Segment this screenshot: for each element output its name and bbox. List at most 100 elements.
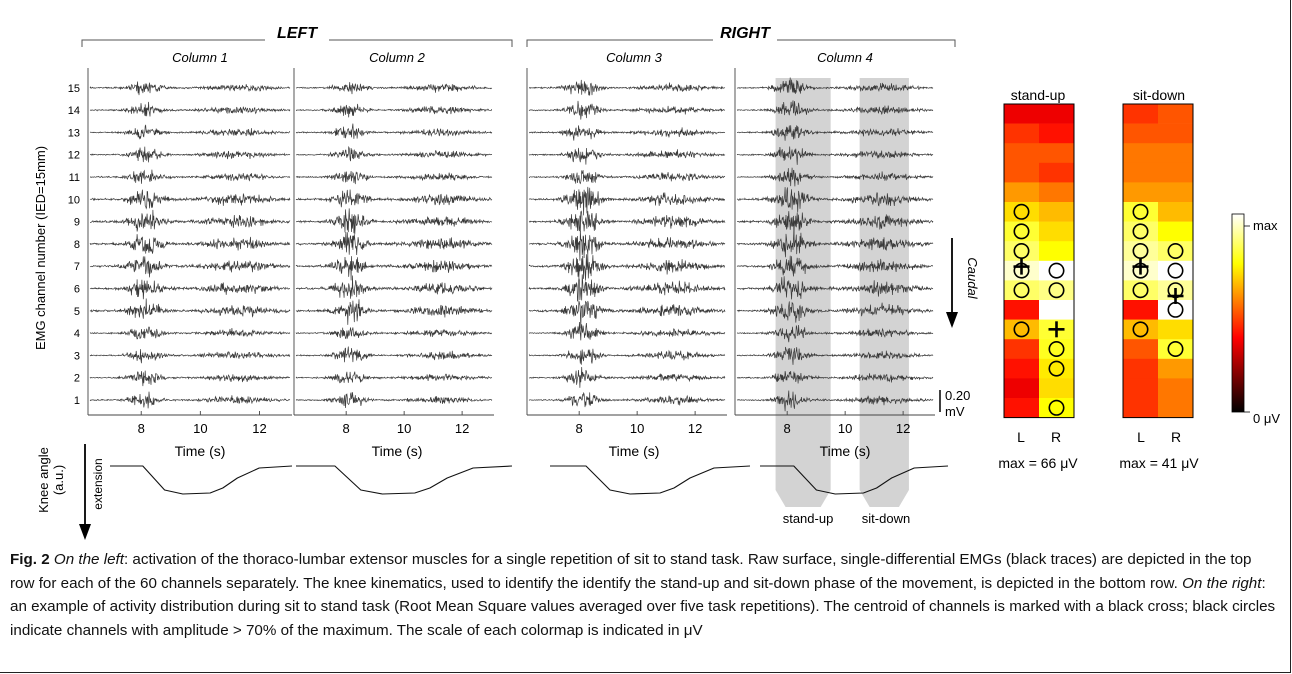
emg-trace-ch5 bbox=[295, 299, 493, 325]
channel-label-10: 10 bbox=[68, 194, 80, 206]
channel-label-2: 2 bbox=[74, 373, 80, 385]
heatmap-cell bbox=[1004, 202, 1040, 222]
heatmap-cell bbox=[1158, 378, 1194, 399]
threshold-circle bbox=[1167, 262, 1184, 279]
heatmap-cell bbox=[1039, 260, 1075, 281]
caption-right-intro: On the right bbox=[1182, 574, 1262, 592]
emg-trace-ch2 bbox=[736, 370, 934, 384]
centroid-cross bbox=[1048, 321, 1065, 338]
emg-trace-ch4 bbox=[295, 327, 493, 340]
emg-trace-ch13 bbox=[89, 124, 291, 140]
x-tick-label: 12 bbox=[688, 421, 702, 436]
heatmap-cell bbox=[1039, 104, 1075, 124]
scale-bar-value: 0.20 bbox=[945, 388, 970, 403]
x-tick-label: 8 bbox=[138, 421, 145, 436]
emg-trace-ch8 bbox=[736, 229, 934, 258]
heatmap-2-col-l: L bbox=[1137, 429, 1145, 445]
heatmap-cell bbox=[1039, 123, 1075, 144]
emg-trace-ch14 bbox=[528, 100, 726, 120]
emg-trace-ch3 bbox=[295, 346, 493, 363]
emg-trace-ch6 bbox=[89, 279, 291, 300]
heatmap-cell bbox=[1004, 104, 1040, 124]
heatmap-2-max: max = 41 μV bbox=[1119, 455, 1199, 471]
extension-arrow bbox=[79, 444, 91, 540]
emg-trace-ch14 bbox=[89, 101, 291, 117]
heatmap-cell bbox=[1039, 339, 1075, 360]
threshold-circle bbox=[1167, 243, 1184, 260]
knee-label-line1: Knee angle bbox=[36, 447, 51, 513]
threshold-circle bbox=[1013, 203, 1030, 220]
channel-label-7: 7 bbox=[74, 261, 80, 273]
channel-label-9: 9 bbox=[74, 217, 80, 229]
heatmap-cell bbox=[1158, 104, 1194, 124]
heatmap-cell bbox=[1158, 162, 1194, 183]
emg-trace-ch3 bbox=[89, 349, 291, 364]
emg-trace-ch10 bbox=[528, 186, 726, 216]
threshold-circle bbox=[1048, 282, 1065, 299]
emg-trace-ch3 bbox=[528, 348, 726, 365]
threshold-circle bbox=[1132, 282, 1149, 299]
threshold-circle bbox=[1132, 203, 1149, 220]
channel-label-5: 5 bbox=[74, 306, 80, 318]
x-axis-label-3: Time (s) bbox=[609, 443, 660, 459]
heatmap-border bbox=[1003, 103, 1075, 419]
channel-label-1: 1 bbox=[74, 395, 80, 407]
knee-trace-1 bbox=[110, 465, 293, 495]
heatmap-cell bbox=[1158, 398, 1194, 418]
column-2-label: Column 2 bbox=[369, 50, 425, 65]
caudal-arrow bbox=[946, 238, 958, 328]
emg-trace-ch9 bbox=[89, 209, 291, 232]
heatmap-cell bbox=[1123, 280, 1159, 301]
emg-trace-ch4 bbox=[736, 324, 934, 343]
threshold-circle bbox=[1048, 340, 1065, 357]
emg-trace-ch6 bbox=[528, 274, 726, 302]
column-3-label: Column 3 bbox=[606, 50, 662, 65]
heatmap-cell bbox=[1004, 241, 1040, 262]
x-tick-label: 12 bbox=[896, 421, 910, 436]
heatmap-1 bbox=[1003, 103, 1075, 419]
heatmap-cell bbox=[1158, 300, 1194, 320]
heatmap-cell bbox=[1123, 339, 1159, 360]
heatmap-cell bbox=[1004, 300, 1040, 320]
heatmap-cell bbox=[1039, 241, 1075, 262]
group-right-label: RIGHT bbox=[720, 25, 771, 42]
x-tick-label: 12 bbox=[455, 421, 469, 436]
threshold-circle bbox=[1013, 243, 1030, 260]
x-tick-label: 12 bbox=[252, 421, 266, 436]
heatmap-cell bbox=[1039, 202, 1075, 222]
emg-trace-ch13 bbox=[295, 123, 493, 139]
heatmap-cell bbox=[1123, 398, 1159, 418]
emg-panel-3: 8 10 12 bbox=[526, 68, 727, 436]
emg-trace-ch13 bbox=[529, 125, 726, 141]
emg-panel-1: 8 10 12 bbox=[87, 68, 292, 436]
threshold-circle bbox=[1132, 223, 1149, 240]
x-tick-label: 8 bbox=[576, 421, 583, 436]
emg-trace-ch1 bbox=[736, 390, 934, 412]
caption-left-intro: On the left bbox=[53, 551, 124, 568]
heatmap-cell bbox=[1004, 162, 1040, 183]
x-axis-label-2: Time (s) bbox=[372, 443, 423, 459]
heatmap-cell bbox=[1039, 378, 1075, 399]
heatmap-cell bbox=[1123, 358, 1159, 379]
heatmap-cell bbox=[1123, 143, 1159, 164]
emg-trace-ch1 bbox=[528, 391, 726, 408]
heatmap-cell bbox=[1004, 182, 1040, 203]
heatmap-cell bbox=[1123, 300, 1159, 320]
emg-trace-ch6 bbox=[295, 275, 493, 299]
emg-trace-ch11 bbox=[736, 167, 934, 187]
heatmap-cell bbox=[1123, 123, 1159, 144]
heatmap-cell bbox=[1039, 162, 1075, 183]
heatmap-cell bbox=[1123, 221, 1159, 242]
channel-label-13: 13 bbox=[68, 127, 80, 139]
emg-trace-ch15 bbox=[736, 77, 934, 94]
heatmap-cell bbox=[1004, 358, 1040, 379]
heatmap-cell bbox=[1004, 280, 1040, 301]
emg-trace-ch12 bbox=[89, 146, 291, 163]
emg-trace-ch11 bbox=[295, 171, 493, 185]
emg-trace-ch11 bbox=[528, 170, 726, 185]
x-tick-label: 10 bbox=[397, 421, 411, 436]
heatmap-cell bbox=[1004, 378, 1040, 399]
heatmap-1-col-l: L bbox=[1017, 429, 1025, 445]
emg-trace-ch2 bbox=[528, 366, 726, 388]
